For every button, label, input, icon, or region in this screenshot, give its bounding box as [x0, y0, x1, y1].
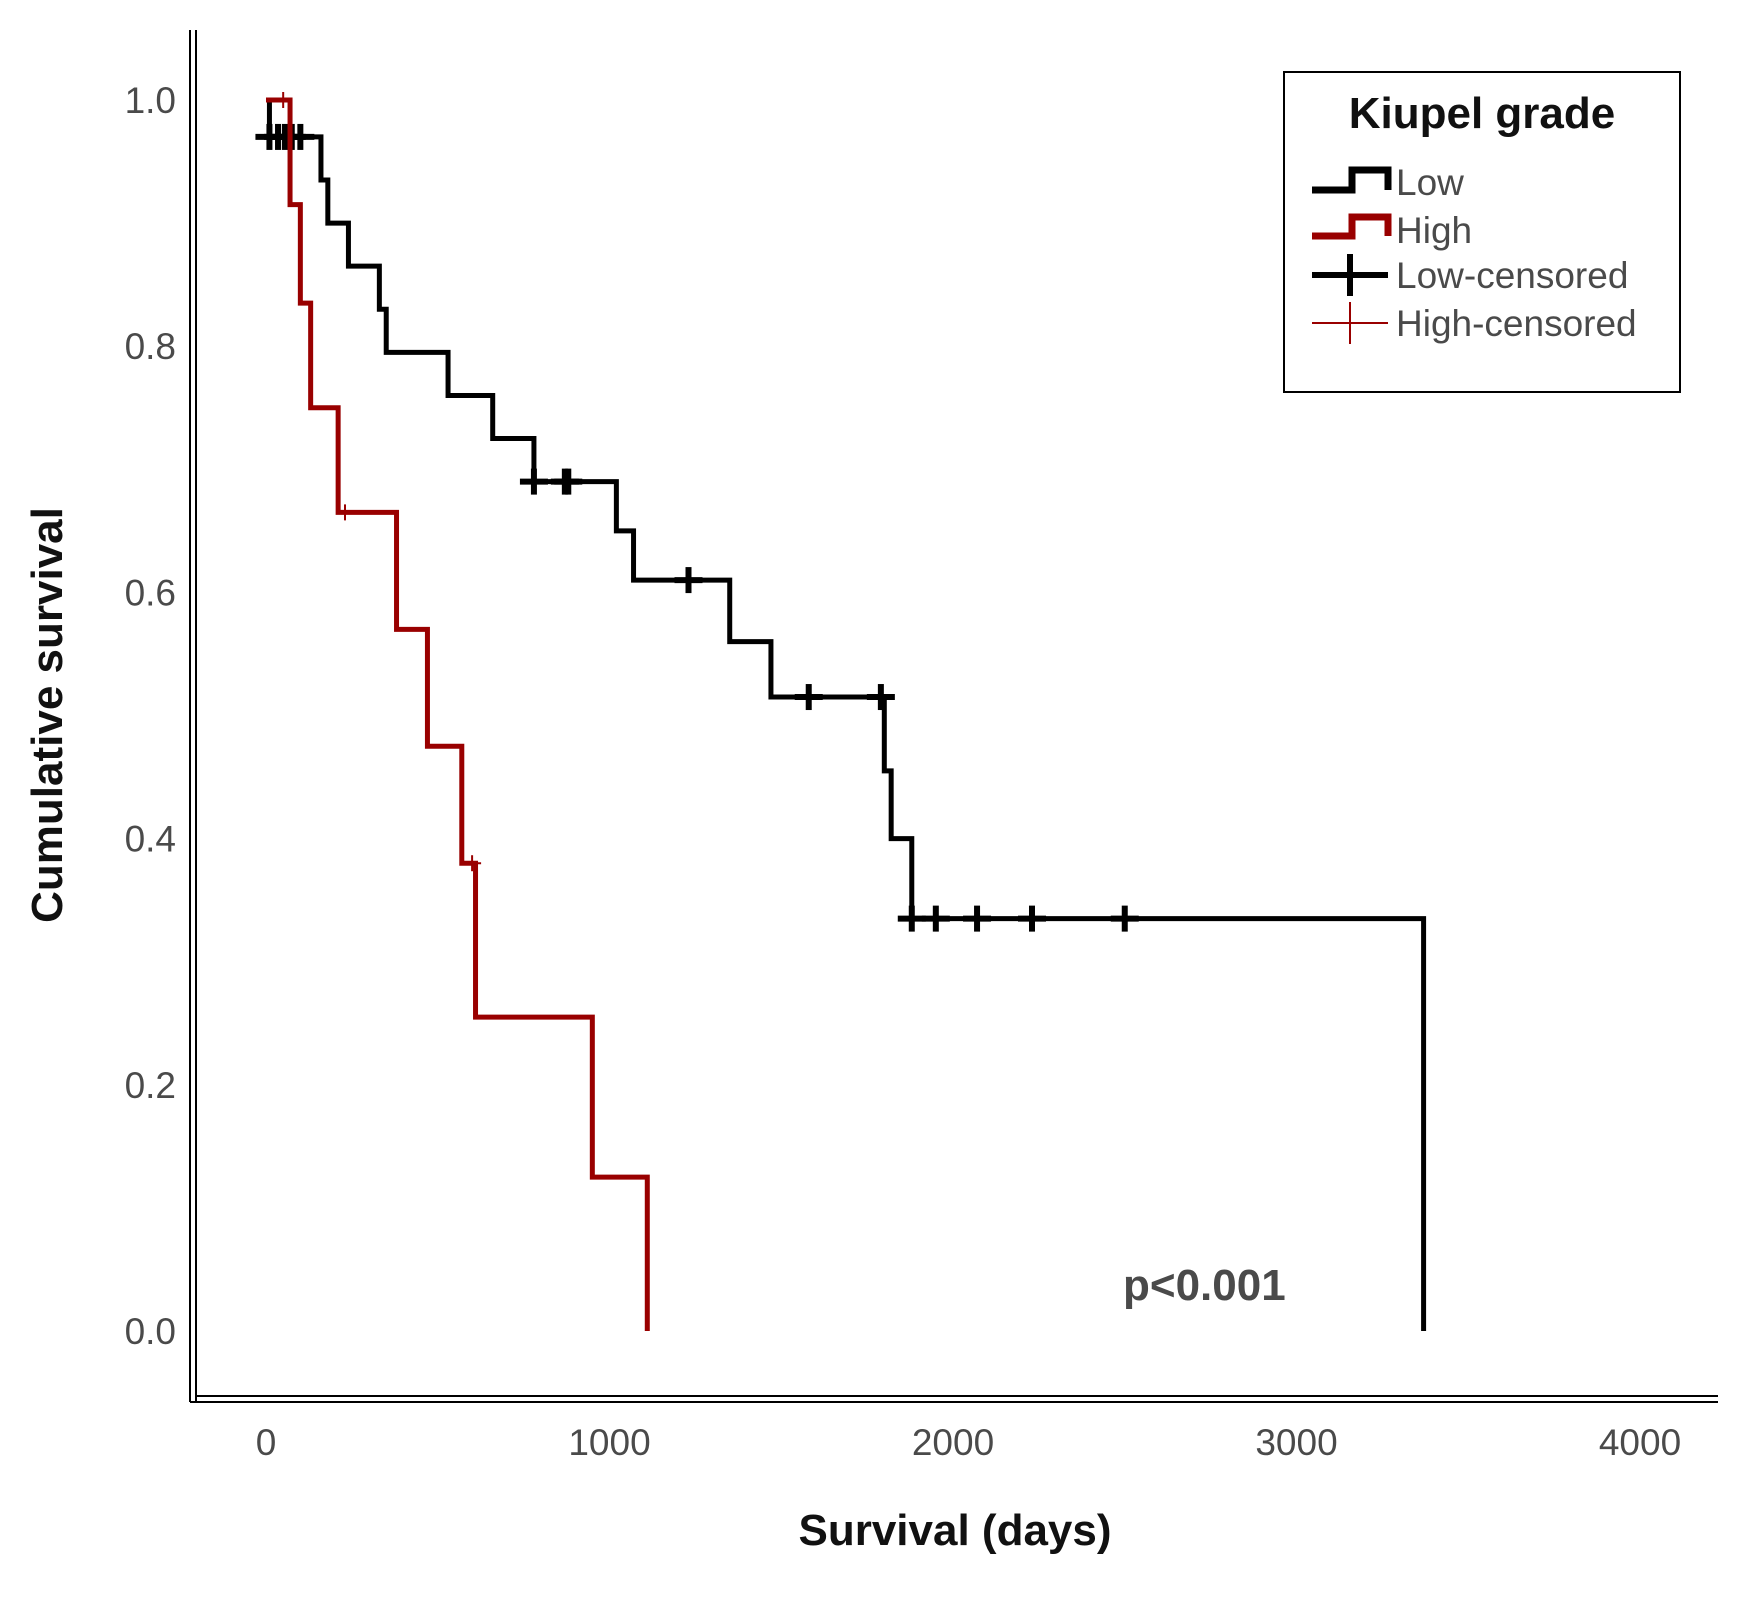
legend: Kiupel grade Low High Low-censored High-… [1283, 71, 1681, 393]
y-tick-label: 0.2 [125, 1065, 176, 1106]
censor-mark-low [897, 905, 926, 932]
x-tick-label: 2000 [912, 1422, 994, 1463]
censor-mark-low [921, 905, 950, 932]
censor-mark-low [1018, 905, 1047, 932]
legend-title: Kiupel grade [1349, 89, 1616, 138]
y-axis-ticks: 0.0 0.2 0.4 0.6 0.8 1.0 [125, 80, 176, 1352]
censor-mark-low [963, 905, 992, 932]
censor-mark-low [794, 684, 823, 711]
p-value-annotation: p<0.001 [1123, 1261, 1286, 1310]
censor-mark-low [866, 684, 895, 711]
legend-swatch-low-censored [1312, 254, 1388, 296]
censor-mark-high [274, 92, 293, 108]
y-tick-label: 0.0 [125, 1311, 176, 1352]
series-line-high [266, 97, 650, 1331]
legend-label-high-censored: High-censored [1396, 303, 1637, 344]
censor-mark-low [674, 567, 703, 594]
legend-swatch-high [1312, 213, 1392, 240]
y-tick-label: 0.6 [125, 572, 176, 613]
legend-swatch-high-censored [1312, 302, 1388, 344]
x-tick-label: 0 [256, 1422, 277, 1463]
censor-mark-high [336, 504, 355, 521]
legend-label-low: Low [1396, 162, 1464, 203]
x-axis-title: Survival (days) [798, 1506, 1111, 1555]
legend-swatch-low [1312, 166, 1392, 194]
x-tick-label: 1000 [568, 1422, 650, 1463]
series-layer [255, 92, 1427, 1331]
x-tick-label: 4000 [1599, 1422, 1681, 1463]
censor-mark-low [1110, 905, 1139, 932]
y-axis-title: Cumulative survival [23, 507, 72, 923]
censor-mark-low [519, 468, 548, 495]
x-tick-label: 3000 [1255, 1422, 1337, 1463]
y-tick-label: 0.8 [125, 326, 176, 367]
censor-mark-low [554, 468, 583, 495]
censor-mark-high [463, 855, 482, 872]
legend-label-low-censored: Low-censored [1396, 255, 1628, 296]
axes [189, 30, 1718, 1403]
y-tick-label: 0.4 [125, 819, 176, 860]
series-line-low [266, 97, 1427, 1331]
x-axis-ticks: 0 1000 2000 3000 4000 [256, 1422, 1681, 1463]
y-tick-label: 1.0 [125, 80, 176, 121]
legend-label-high: High [1396, 210, 1472, 251]
